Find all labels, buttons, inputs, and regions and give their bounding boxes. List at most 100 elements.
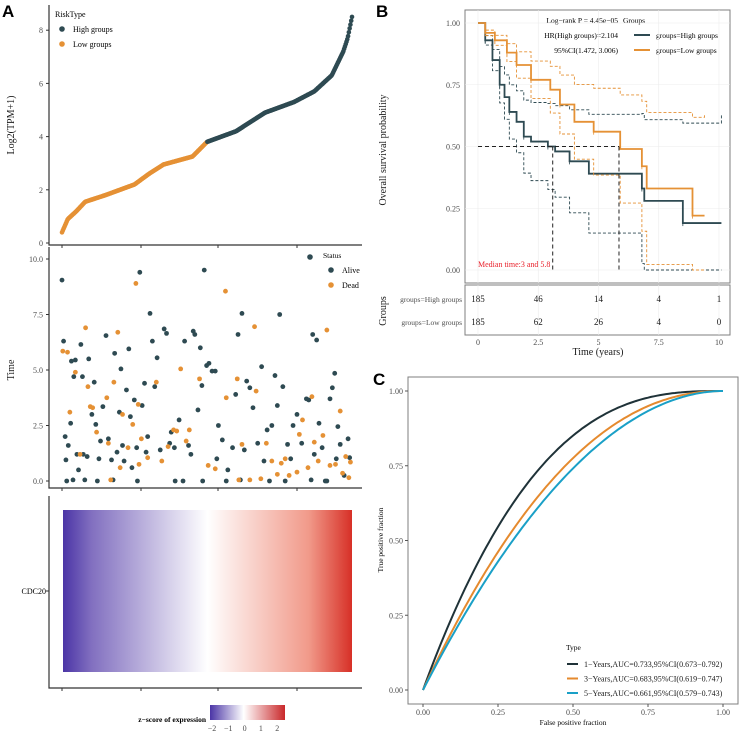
- dead-point: [174, 428, 180, 434]
- expression-rank-plot: Log2(TPM+1) RiskType High groups Low gro…: [6, 5, 362, 248]
- x-tick-label: 1.00: [716, 708, 730, 717]
- legend-alive-marker: [328, 267, 334, 273]
- alive-point: [332, 370, 338, 376]
- dead-point: [343, 454, 349, 459]
- dead-point: [311, 439, 317, 445]
- alive-point: [310, 332, 316, 337]
- alive-point: [131, 397, 137, 403]
- panel-label-c: C: [373, 370, 385, 389]
- alive-point: [235, 332, 241, 337]
- x-tick-label: 0.25: [491, 708, 505, 717]
- y-axis-label: Time: [6, 359, 17, 380]
- dead-point: [274, 471, 280, 477]
- alive-point: [120, 443, 125, 448]
- alive-point: [223, 478, 229, 484]
- legend-title: Type: [566, 643, 582, 652]
- dead-point: [305, 465, 311, 471]
- dead-point: [346, 475, 352, 481]
- legend-low-label: Low groups: [73, 40, 111, 49]
- risk-table-cell: 185: [471, 317, 485, 327]
- survival-time-scatter: Time Status Alive Dead 0.0 2.5 5.0 7.5 10.0: [6, 247, 362, 491]
- alive-point: [267, 478, 272, 484]
- alive-point: [89, 412, 95, 417]
- alive-point: [308, 477, 314, 483]
- data-point: [349, 14, 355, 20]
- data-point: [348, 18, 354, 24]
- y-tick-label: 0.75: [446, 81, 460, 90]
- survival-curve: [478, 22, 705, 217]
- alive-point: [206, 360, 212, 366]
- alive-point: [241, 447, 247, 453]
- dead-point: [117, 465, 123, 471]
- dead-point: [324, 327, 330, 333]
- y-axis-label: Overall survival probability: [378, 94, 389, 205]
- dead-point: [340, 470, 345, 476]
- legend-high-marker: [59, 26, 65, 32]
- legend-low-label: groups=Low groups: [656, 46, 717, 55]
- alive-point: [70, 477, 76, 483]
- dead-point: [333, 461, 338, 467]
- alive-point: [212, 368, 218, 374]
- dead-point: [223, 395, 229, 401]
- legend-label: 1−Years,AUC=0.733,95%CI(0.673−0.792): [584, 660, 723, 669]
- y-tick-label: 0: [39, 239, 43, 248]
- dead-point: [104, 395, 110, 401]
- alive-point: [311, 451, 317, 457]
- alive-point: [78, 342, 84, 347]
- alive-point: [182, 338, 188, 344]
- dead-point: [60, 348, 66, 354]
- dead-point: [282, 456, 288, 462]
- y-tick-label: 0.0: [33, 477, 43, 486]
- data-point: [347, 26, 352, 31]
- alive-point: [109, 457, 114, 463]
- alive-point: [314, 337, 320, 343]
- alive-point: [94, 478, 100, 484]
- alive-point: [72, 357, 78, 363]
- x-tick-label: 5: [597, 338, 601, 347]
- data-point: [346, 29, 352, 35]
- dead-point: [296, 431, 302, 437]
- legend-high-label: High groups: [73, 25, 113, 34]
- y-tick-label: 5.0: [33, 366, 43, 375]
- x-tick-label: 2.5: [533, 338, 543, 347]
- alive-point: [91, 379, 97, 385]
- colorbar-tick-label: −1: [224, 724, 233, 733]
- dead-point: [223, 288, 228, 294]
- dead-point: [111, 379, 117, 385]
- ci-upper-line: [478, 22, 705, 118]
- alive-point: [322, 478, 328, 484]
- alive-point: [147, 310, 153, 316]
- alive-point: [172, 478, 178, 484]
- roc-curve: [422, 390, 723, 691]
- alive-point: [329, 385, 335, 391]
- x-tick-label: 7.5: [654, 338, 664, 347]
- alive-point: [65, 443, 71, 448]
- dead-point: [165, 444, 171, 449]
- alive-point: [164, 330, 169, 336]
- heatmap-row-cdc20: [63, 510, 352, 672]
- alive-point: [255, 440, 261, 446]
- data-point: [345, 33, 351, 39]
- y-tick-label: 6: [39, 79, 43, 88]
- alive-point: [69, 358, 74, 364]
- alive-point: [197, 345, 203, 351]
- dead-point: [263, 440, 269, 446]
- dead-point: [83, 325, 88, 331]
- dead-point: [197, 376, 202, 382]
- alive-point: [280, 384, 286, 390]
- alive-point: [68, 420, 74, 426]
- y-tick-label: 2.5: [33, 422, 43, 431]
- alive-point: [261, 458, 267, 464]
- alive-point: [76, 467, 81, 473]
- alive-point: [59, 277, 65, 283]
- legend-title-marker: [307, 254, 313, 260]
- stat-logrank: Log−rank P = 4.45e−05: [546, 16, 618, 25]
- legend-title: RiskType: [55, 10, 86, 19]
- x-tick-label: 10: [715, 338, 723, 347]
- dead-point: [125, 445, 131, 451]
- data-point: [348, 22, 353, 27]
- alive-point: [188, 451, 194, 457]
- alive-point: [126, 346, 132, 352]
- dead-point: [85, 384, 91, 390]
- alive-point: [98, 438, 103, 444]
